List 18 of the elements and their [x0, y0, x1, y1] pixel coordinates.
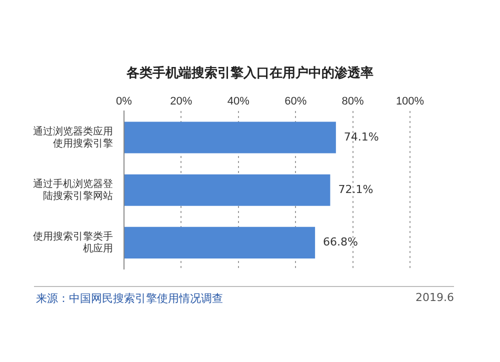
x-tick-label: 20% — [170, 96, 192, 108]
bar — [124, 174, 330, 206]
data-label: 72.1% — [338, 182, 374, 196]
chart-title: 各类手机端搜索引擎入口在用户中的渗透率 — [126, 64, 374, 82]
y-tick-label: 通过手机浏览器登陆搜索引擎网站 — [33, 178, 113, 202]
x-tick-label: 80% — [342, 96, 364, 108]
y-tick-label: 通过浏览器类应用使用搜索引擎 — [33, 125, 113, 150]
data-label: 66.8% — [323, 236, 358, 249]
data-label: 74.1% — [344, 130, 379, 144]
source-note: 来源：中国网民搜索引擎使用情况调查 — [36, 291, 223, 306]
x-tick-label: 40% — [227, 96, 250, 108]
bar — [124, 226, 316, 258]
text: 2019.6 — [416, 291, 454, 304]
x-tick-label: 0% — [116, 96, 132, 108]
bar — [124, 122, 336, 154]
y-tick-label: 使用搜索引擎类手机应用 — [33, 230, 113, 254]
x-tick-label: 60% — [284, 96, 307, 108]
x-tick-label: 100% — [396, 96, 424, 108]
